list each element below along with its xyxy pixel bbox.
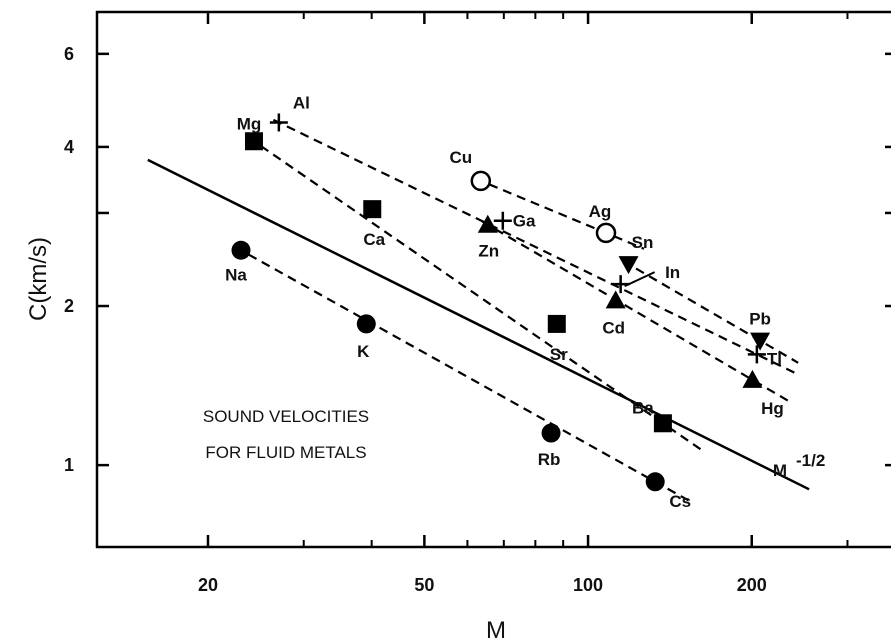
in-leader-line: [624, 271, 656, 288]
x-axis-title: M: [486, 617, 506, 644]
point-label-ca: Ca: [363, 230, 385, 249]
point-label-pb: Pb: [749, 310, 771, 329]
marker-cs: [645, 472, 665, 492]
point-label-cs: Cs: [669, 492, 691, 511]
point-label-na: Na: [225, 265, 247, 284]
point-label-ag: Ag: [589, 202, 612, 221]
annotation-line-1: SOUND VELOCITIES: [203, 407, 369, 426]
annotation-line-2: FOR FLUID METALS: [205, 443, 366, 462]
point-label-cd: Cd: [602, 318, 625, 337]
x-tick-label: 200: [737, 575, 767, 595]
point-label-rb: Rb: [538, 450, 561, 469]
series-line-square: [247, 136, 702, 451]
point-labels: Na K Rb Cs Mg Ca Sr Ba Al Ga In Tl Cu Ag Zn Cd Hg Sn Pb: [225, 93, 784, 510]
y-tick-label: 2: [64, 296, 74, 316]
marker-ba: [653, 414, 672, 433]
series-line-circle: [235, 246, 694, 505]
tick-labels: 20 50 100 200 1 2 4 6: [64, 44, 767, 595]
marker-k: [356, 314, 376, 334]
marker-cd: [605, 290, 626, 309]
marker-pb: [750, 332, 771, 351]
y-tick-label: 4: [64, 137, 74, 157]
reference-line-exponent: -1/2: [796, 451, 825, 470]
series-lines: [235, 118, 799, 505]
point-label-sn: Sn: [632, 233, 654, 252]
marker-sn: [618, 256, 639, 275]
point-label-tl: Tl: [767, 349, 782, 368]
y-tick-label: 6: [64, 44, 74, 64]
x-tick-label: 100: [573, 575, 603, 595]
point-label-mg: Mg: [237, 114, 262, 133]
marker-sr: [547, 314, 566, 333]
x-tick-label: 20: [198, 575, 218, 595]
point-label-ba: Ba: [632, 398, 654, 417]
marker-rb: [541, 423, 561, 443]
y-axis-title: C(km/s): [25, 237, 52, 321]
point-label-sr: Sr: [550, 345, 568, 364]
marker-ga: [493, 211, 512, 230]
marker-tl: [747, 345, 766, 364]
point-label-in: In: [665, 263, 680, 282]
y-tick-label: 1: [64, 455, 74, 475]
axis-ticks: [97, 12, 891, 547]
reference-line: [147, 158, 810, 491]
point-label-k: K: [357, 342, 370, 361]
marker-ca: [363, 200, 382, 219]
marker-hg: [742, 369, 763, 388]
point-label-ga: Ga: [513, 212, 536, 231]
series-line-triangle-down: [622, 260, 799, 364]
point-label-zn: Zn: [478, 242, 499, 261]
reference-line-group: [147, 158, 810, 491]
series-line-open-circle: [474, 177, 645, 250]
marker-na: [231, 240, 251, 260]
plot-frame: [95, 10, 891, 549]
data-markers: [231, 113, 771, 492]
point-label-hg: Hg: [761, 399, 784, 418]
marker-ag: [595, 222, 617, 244]
point-label-al: Al: [293, 93, 310, 112]
marker-al: [269, 113, 288, 132]
marker-zn: [477, 214, 498, 233]
marker-mg: [244, 132, 263, 151]
x-tick-label: 50: [414, 575, 434, 595]
series-line-plus: [272, 118, 796, 374]
marker-cu: [470, 170, 492, 192]
reference-line-label: M: [773, 461, 787, 480]
point-label-cu: Cu: [449, 148, 472, 167]
